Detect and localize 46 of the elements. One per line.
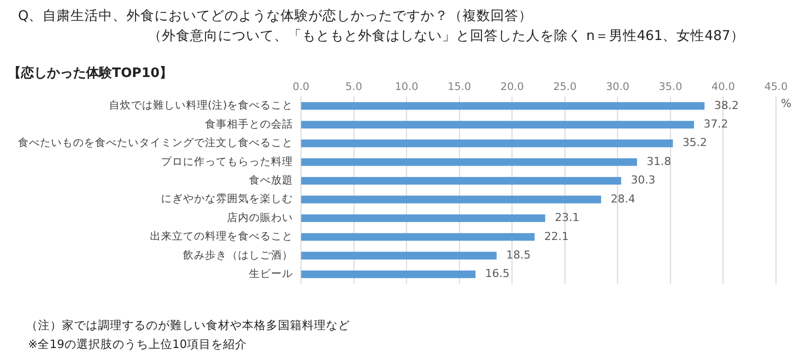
y-tick-label: 食べ放題 <box>249 174 293 187</box>
chart-title: Q、自粛生活中、外食においてどのような体験が恋しかったですか？（複数回答） <box>18 7 533 25</box>
text: （注）家では調理するのが難しい食材や本格多国籍料理など <box>26 318 350 333</box>
data-label: 30.3 <box>630 174 656 187</box>
bar <box>301 233 535 241</box>
data-label: 31.8 <box>646 154 672 168</box>
y-tick-label: 自炊では難しい料理(注)を食べること <box>108 98 293 112</box>
data-label: 37.2 <box>704 118 728 131</box>
x-tick-label: 0.0 <box>292 81 310 94</box>
y-tick-label: 出来立ての料理を食べること <box>150 230 293 243</box>
x-tick-label: 10.0 <box>394 81 418 94</box>
data-label: 18.5 <box>506 248 531 262</box>
data-label: 38.2 <box>714 98 739 112</box>
data-label: 35.2 <box>682 136 708 150</box>
bar <box>301 140 673 148</box>
x-tick-label: 15.0 <box>448 81 472 94</box>
bar <box>301 270 476 278</box>
x-tick-label: 35.0 <box>658 81 682 94</box>
x-tick-label: 5.0 <box>345 81 362 94</box>
y-tick-label: 飲み歩き（はしご酒） <box>183 248 293 262</box>
y-tick-label: にぎやかな雰囲気を楽しむ <box>161 193 293 206</box>
x-axis-title: % <box>781 96 792 110</box>
bar <box>301 214 546 222</box>
data-label: 16.5 <box>485 267 510 280</box>
bar <box>301 120 694 128</box>
text: ※全19の選択肢のうち上位10項目を紹介 <box>28 337 247 352</box>
bar <box>301 158 637 166</box>
y-tick-label: 生ビール <box>249 267 293 280</box>
y-tick-label: 食事相手との会話 <box>205 117 293 130</box>
chart-subtitle: （外食意向について、「もともと外食はしない」と回答した人を除く n＝男性461、女性487） <box>148 27 744 45</box>
data-label: 28.4 <box>610 192 636 206</box>
bar <box>301 252 497 260</box>
y-tick-label: 店内の賑わい <box>227 210 293 224</box>
text: 【恋しかった体験TOP10】 <box>8 64 173 82</box>
bar <box>301 176 622 185</box>
data-label: 22.1 <box>544 230 569 243</box>
x-tick-label: 45.0 <box>764 81 788 94</box>
x-tick-label: 20.0 <box>500 81 524 94</box>
x-tick-label: 40.0 <box>712 81 735 94</box>
y-tick-label: 食べたいものを食べたいタイミングで注文し食べること <box>18 136 293 150</box>
y-tick-label: プロに作ってもらった料理 <box>161 154 293 168</box>
bar <box>301 196 602 204</box>
bar <box>301 102 705 110</box>
x-tick-label: 30.0 <box>606 81 630 94</box>
data-label: 23.1 <box>554 211 580 224</box>
x-tick-label: 25.0 <box>553 81 577 94</box>
